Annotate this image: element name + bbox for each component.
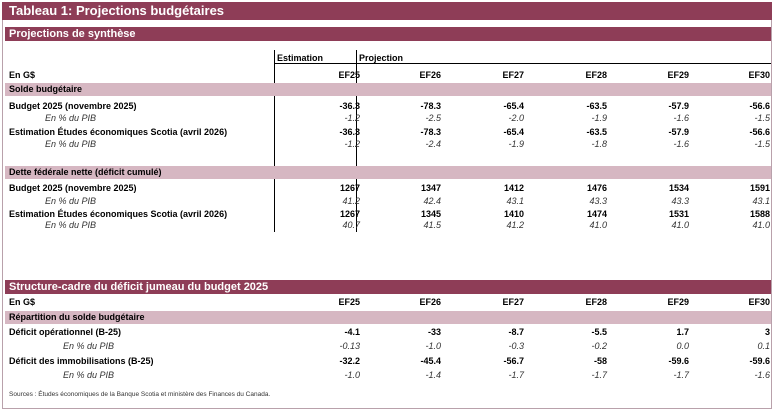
year-ef28: EF28 <box>585 70 607 80</box>
solde-subheading: Solde budgétaire <box>5 83 771 96</box>
header-rule <box>274 63 771 64</box>
table-row: En % du PIB -0.13 -1.0 -0.3 -0.2 0.0 0.1 <box>63 341 770 351</box>
projection-divider <box>356 50 357 232</box>
estimation-label: Estimation <box>277 53 324 63</box>
table-row: En % du PIB 40.7 41.5 41.2 41.0 41.0 41.… <box>45 220 770 230</box>
table-row: Budget 2025 (novembre 2025) 1267 1347 14… <box>9 183 770 193</box>
year-ef26: EF26 <box>419 70 441 80</box>
table-row: En % du PIB -1.2 -2.5 -2.0 -1.9 -1.6 -1.… <box>45 113 770 123</box>
year-header-row: En G$ EF25 EF26 EF27 EF28 EF29 EF30 <box>5 69 771 81</box>
year-ef27: EF27 <box>502 70 524 80</box>
section-heading-deficit-jumeau: Structure-cadre du déficit jumeau du bud… <box>5 280 771 294</box>
unit-label: En G$ <box>9 70 36 80</box>
table-row: Déficit des immobilisations (B-25) -32.2… <box>9 356 770 366</box>
source-note: Sources : Études économiques de la Banqu… <box>9 391 271 398</box>
section-heading-synthese: Projections de synthèse <box>5 27 771 41</box>
table-title: Tableau 1: Projections budgétaires <box>2 2 772 20</box>
year-ef25: EF25 <box>338 70 360 80</box>
projection-label: Projection <box>359 53 404 63</box>
year-ef29: EF29 <box>667 70 689 80</box>
table-row: Budget 2025 (novembre 2025) -36.3 -78.3 … <box>9 101 770 111</box>
table-row: En % du PIB -1.0 -1.4 -1.7 -1.7 -1.7 -1.… <box>63 370 770 380</box>
repartition-subheading: Répartition du solde budgétaire <box>5 311 771 324</box>
unit-label: En G$ <box>9 297 36 307</box>
estimation-divider <box>274 50 275 232</box>
dette-subheading: Dette fédérale nette (déficit cumulé) <box>5 166 771 179</box>
table-row: Estimation Études économiques Scotia (av… <box>9 209 770 219</box>
table-row: En % du PIB -1.2 -2.4 -1.9 -1.8 -1.6 -1.… <box>45 139 770 149</box>
table-row: En % du PIB 41.2 42.4 43.1 43.3 43.3 43.… <box>45 196 770 206</box>
year-ef30: EF30 <box>748 70 770 80</box>
table-row: Estimation Études économiques Scotia (av… <box>9 127 770 137</box>
year-header-row: En G$ EF25 EF26 EF27 EF28 EF29 EF30 <box>9 297 770 307</box>
table-row: Déficit opérationnel (B-25) -4.1 -33 -8.… <box>9 327 770 337</box>
